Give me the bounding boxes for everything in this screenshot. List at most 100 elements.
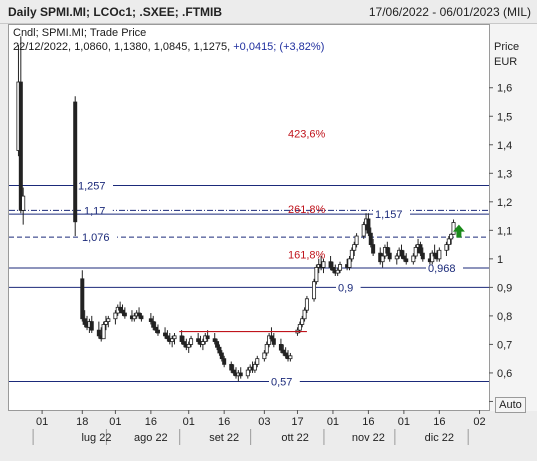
candle-body [262,352,267,360]
info-line-ohlc: 22/12/2022, 1,0860, 1,1380, 1,0845, 1,12… [13,41,324,53]
candle [437,247,442,262]
candle-body [297,324,302,331]
candle-body [73,101,78,223]
price-axis-panel[interactable] [490,24,537,411]
info-change: +0,0415; (+3,82%) [233,41,325,53]
candle-body [18,81,23,211]
candle-body [321,261,326,268]
y-tick-label: 0,6 [497,368,512,380]
candle-body [300,318,305,325]
candle-body [404,258,409,263]
candle-body [366,218,371,234]
candle-body [215,341,220,348]
x-axis: 01 18 01 16 01 16 03 17 01 16 01 16 02 lug 22 ago 22 se… [32,410,486,445]
candle [449,233,454,245]
candle-body [255,358,260,365]
candle-body [122,312,127,317]
candle-body [446,238,451,245]
annotations: 423,6% 261,8% 161,8% [179,128,465,333]
candle [89,315,94,333]
candle [314,264,319,285]
candle [219,350,224,362]
level-label-bg [426,260,463,274]
candle [212,333,217,345]
level-label: 1,076 [82,232,110,244]
candle [430,250,435,265]
candle [330,261,335,274]
candle-body [238,372,243,377]
candle-body [155,329,160,334]
candle [418,241,423,256]
price-axis-title: Price [494,41,519,53]
candle [354,233,359,248]
candle-body [89,321,94,331]
candle-body [103,321,108,325]
info-date: 22/12/2022, [13,41,72,53]
candle [385,241,390,256]
candle-body [219,352,224,360]
candle [380,253,385,268]
candle [217,344,222,356]
candle-body [186,344,191,348]
candle [189,335,194,348]
candle [252,361,257,373]
candle [151,315,156,331]
candle-body [401,255,406,260]
level-label-bg [269,374,300,388]
candle [96,321,101,339]
candle-body [205,335,210,340]
candle [451,219,456,235]
candle [404,253,409,265]
candle [288,352,293,362]
y-axis: PriceEUR1,61,51,41,31,21,110,90,80,70,60… [489,41,519,408]
candle-body [245,369,250,377]
candle [338,261,343,274]
candle [399,244,404,259]
month-label: ago 22 [134,432,168,444]
x-tick-label: 01 [183,416,195,428]
candle [300,315,305,328]
candle [120,304,125,316]
y-tick-label: 0,9 [497,282,512,294]
candle [352,241,357,256]
candle [335,267,340,276]
candle [122,307,127,319]
candle-body [314,267,319,283]
candle-body [200,341,205,345]
candle [170,335,175,348]
candle [82,310,87,328]
candle [349,247,354,262]
x-tick-label: 16 [362,416,374,428]
candle [302,307,307,322]
candle [411,253,416,265]
candle-body [217,346,222,354]
candle [281,344,286,356]
candle-body [352,244,357,251]
candle [231,364,236,376]
candle-body [281,349,286,354]
fib-label: 261,8% [288,204,326,216]
level-label-bg [76,178,113,192]
info-ohlc: 1,0860, 1,1380, 1,0845, 1,1275, [74,41,231,53]
month-label: ott 22 [281,432,309,444]
level-label: 0,968 [428,263,456,275]
chart-title: Daily SPMI.MI; LCOc1; .SXEE; .FTMIB [8,5,223,19]
candle [179,330,184,345]
candle [245,367,250,379]
info-line-instrument: Cndl; SPMI.MI; Trade Price [13,27,147,39]
candle [444,241,449,256]
candle [394,253,399,265]
candle [229,361,234,373]
candle [371,238,376,256]
candle [368,227,373,248]
candle-body [118,306,123,311]
candle-body [264,344,269,354]
time-axis-panel[interactable] [8,411,490,461]
x-tick-label: 01 [36,416,48,428]
candle [304,295,309,314]
candle [446,236,451,251]
candle [413,244,418,259]
auto-scale-button[interactable]: Auto [495,397,526,413]
candle [432,244,437,259]
